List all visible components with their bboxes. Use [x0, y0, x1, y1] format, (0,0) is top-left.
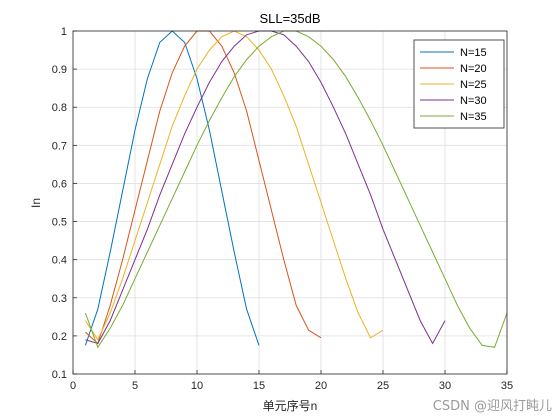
x-axis-label: 单元序号n [263, 398, 318, 413]
x-tick-label: 25 [377, 380, 389, 392]
legend-entry: N=35 [460, 111, 487, 123]
legend-entry: N=25 [460, 79, 487, 91]
watermark: CSDN @迎风打盹儿 [432, 399, 552, 414]
legend-entry: N=15 [460, 47, 487, 59]
x-tick-label: 5 [132, 380, 138, 392]
y-tick-label: 0.7 [52, 140, 67, 152]
y-tick-label: 0.5 [52, 217, 67, 229]
x-axis-ticks: 0 5 10 15 20 25 30 35 [70, 370, 513, 392]
x-tick-label: 20 [315, 380, 327, 392]
legend: N=15 N=20 N=25 N=30 N=35 [413, 39, 505, 129]
y-axis-ticks: 0.1 0.2 0.3 0.4 0.5 0.6 0.7 0.8 0.9 1 [52, 26, 77, 381]
y-tick-label: 0.4 [52, 255, 67, 267]
x-tick-label: 35 [501, 380, 513, 392]
y-tick-label: 0.1 [52, 369, 67, 381]
x-tick-label: 15 [253, 380, 265, 392]
x-tick-label: 0 [70, 380, 76, 392]
y-tick-label: 0.9 [52, 64, 67, 76]
x-tick-label: 10 [191, 380, 203, 392]
legend-entry: N=20 [460, 63, 487, 75]
y-tick-label: 1 [61, 26, 67, 38]
y-tick-label: 0.3 [52, 293, 67, 305]
legend-entry: N=30 [460, 95, 487, 107]
chart-title: SLL=35dB [259, 11, 320, 26]
y-axis-label: In [29, 198, 43, 208]
y-tick-label: 0.2 [52, 331, 67, 343]
x-tick-label: 30 [439, 380, 451, 392]
y-tick-label: 0.8 [52, 102, 67, 114]
y-tick-label: 0.6 [52, 178, 67, 190]
plot-frame [72, 30, 508, 375]
